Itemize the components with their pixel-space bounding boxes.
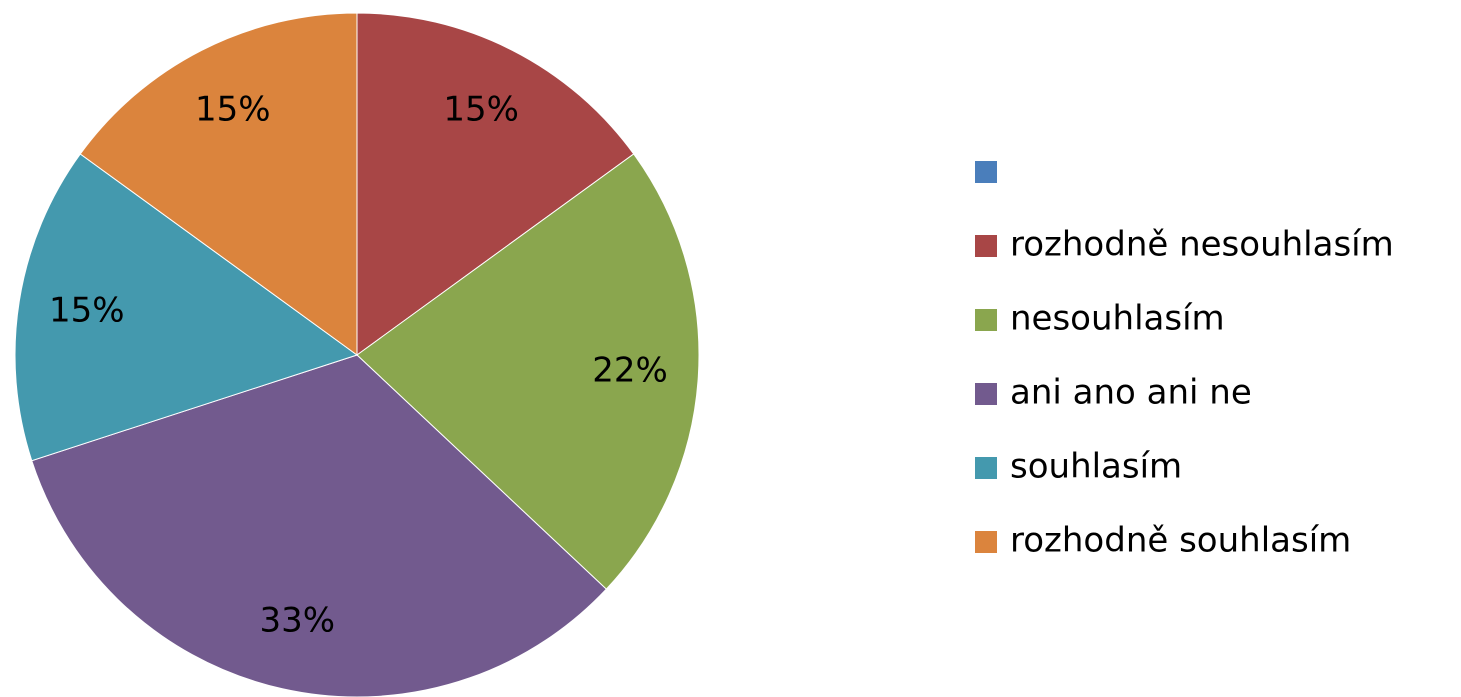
data-label: 33% — [260, 601, 336, 641]
pie-slice — [14, 153, 359, 462]
data-label: 22% — [592, 351, 668, 391]
legend-swatch — [975, 457, 997, 479]
legend-swatch — [975, 161, 997, 183]
legend-label: rozhodně nesouhlasím — [1010, 225, 1394, 265]
pie-slice — [79, 12, 358, 356]
legend-label: nesouhlasím — [1010, 299, 1225, 339]
legend-label: ani ano ani ne — [1010, 373, 1252, 413]
legend-label: souhlasím — [1010, 447, 1182, 487]
legend-swatch — [975, 235, 997, 257]
legend-swatch — [975, 383, 997, 405]
pie-slice — [356, 12, 635, 356]
pie-slice — [356, 153, 700, 590]
pie-slice — [31, 354, 608, 697]
data-label: 15% — [195, 90, 271, 130]
legend-swatch — [975, 531, 997, 553]
data-label: 15% — [49, 291, 125, 331]
legend-swatch — [975, 309, 997, 331]
legend-label: rozhodně souhlasím — [1010, 521, 1351, 561]
data-label: 15% — [443, 90, 519, 130]
